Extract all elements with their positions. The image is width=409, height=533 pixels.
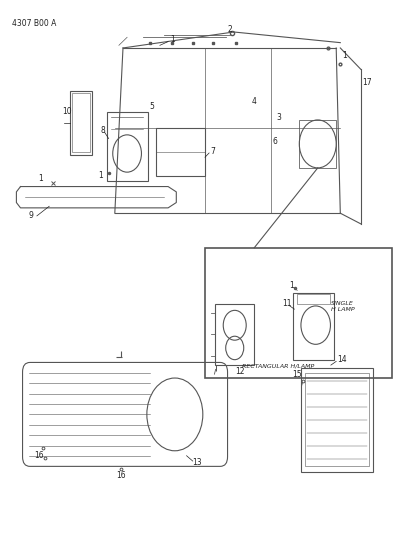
Text: 4307 B00 A: 4307 B00 A: [12, 19, 56, 28]
Bar: [292, 293, 333, 360]
Text: 16: 16: [116, 471, 126, 480]
Text: 10: 10: [62, 108, 72, 116]
Text: 1: 1: [169, 36, 174, 44]
Text: 7: 7: [210, 148, 215, 156]
Text: RECTANGULAR H/LAMP: RECTANGULAR H/LAMP: [241, 364, 313, 369]
Text: 5: 5: [149, 102, 154, 111]
Text: 8: 8: [100, 126, 105, 135]
Text: 1: 1: [98, 172, 103, 180]
Text: SINGLE
H LAMP: SINGLE H LAMP: [330, 301, 353, 312]
Text: 9: 9: [28, 212, 33, 220]
Bar: [215, 304, 254, 365]
Bar: [106, 112, 147, 181]
Text: 2: 2: [227, 25, 231, 34]
Text: 3: 3: [276, 113, 281, 122]
Text: 6: 6: [272, 137, 276, 146]
Text: 12: 12: [234, 367, 244, 376]
Bar: [72, 93, 90, 152]
Text: 4: 4: [251, 97, 256, 106]
Text: 1: 1: [288, 281, 293, 289]
Text: 11: 11: [281, 300, 291, 308]
Bar: [204, 248, 391, 378]
Text: 13: 13: [191, 458, 201, 467]
Text: 14: 14: [337, 356, 346, 364]
Text: 17: 17: [361, 78, 371, 87]
Bar: [301, 368, 372, 472]
Text: 16: 16: [34, 451, 44, 460]
Bar: [305, 373, 368, 466]
Bar: [299, 120, 335, 168]
Bar: [155, 128, 204, 176]
Text: 1: 1: [38, 174, 43, 183]
Bar: [70, 91, 92, 155]
Bar: [297, 294, 329, 304]
Text: 15: 15: [292, 370, 301, 378]
Text: 1: 1: [341, 52, 346, 60]
